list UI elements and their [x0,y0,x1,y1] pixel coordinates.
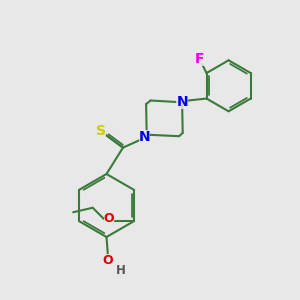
Text: O: O [103,254,113,267]
Text: N: N [176,95,188,109]
Text: H: H [116,263,125,277]
Text: S: S [96,124,106,137]
Text: F: F [194,52,204,66]
Text: O: O [104,212,115,225]
Text: N: N [139,130,150,144]
